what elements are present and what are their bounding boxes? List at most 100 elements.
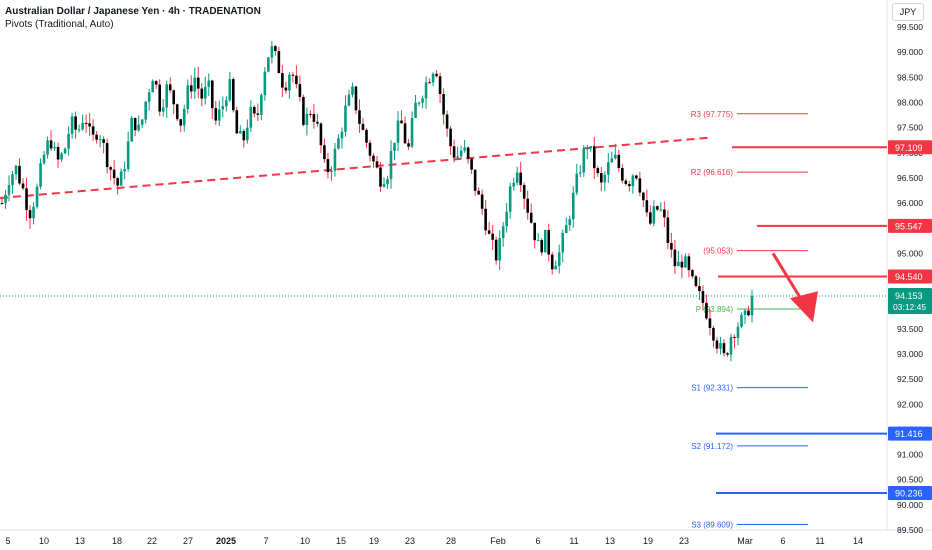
candle-body bbox=[274, 46, 277, 52]
candle-body bbox=[270, 46, 274, 58]
candle-body bbox=[736, 326, 740, 339]
candle-body bbox=[536, 240, 540, 242]
candle-body bbox=[56, 146, 60, 160]
symbol-title[interactable]: Australian Dollar / Japanese Yen · 4h · … bbox=[5, 6, 261, 17]
candle-body bbox=[333, 148, 337, 171]
price-tag bbox=[888, 485, 932, 500]
candle-body bbox=[232, 79, 235, 111]
candle-body bbox=[677, 261, 680, 267]
time-axis[interactable]: 5 10 13 18 22 27 2025 7 10 15 19 23 28 Feb 6 11 13 19 23 Ma… bbox=[5, 536, 863, 546]
candle-body bbox=[473, 169, 477, 191]
candle-body bbox=[435, 73, 438, 77]
candle-body bbox=[11, 174, 14, 186]
candle-body bbox=[449, 128, 452, 147]
candle-body bbox=[557, 252, 561, 266]
candle-body bbox=[589, 146, 593, 149]
x-tick-label: 27 bbox=[183, 536, 193, 546]
candle-body bbox=[491, 233, 494, 240]
candle-body bbox=[351, 86, 354, 95]
candle-body bbox=[747, 310, 750, 316]
candle-body bbox=[210, 80, 214, 109]
x-tick-label: 18 bbox=[112, 536, 122, 546]
price-tag bbox=[888, 218, 932, 233]
candle-body bbox=[628, 184, 631, 187]
candle-body bbox=[196, 77, 200, 89]
last-price-tag bbox=[888, 287, 932, 314]
x-tick-label: 13 bbox=[75, 536, 85, 546]
candle-body bbox=[228, 79, 232, 101]
pivot-label: S3 (89.609) bbox=[691, 521, 733, 530]
candle-body bbox=[424, 82, 428, 99]
candle-body bbox=[326, 159, 330, 173]
candle-body bbox=[35, 186, 39, 207]
candle-body bbox=[25, 188, 28, 211]
x-tick-label: 19 bbox=[369, 536, 379, 546]
candle-body bbox=[515, 172, 519, 183]
candle-body bbox=[389, 150, 393, 180]
arrow-head bbox=[790, 291, 818, 323]
candle-body bbox=[316, 121, 319, 124]
candle-body bbox=[147, 92, 151, 102]
candle-body bbox=[614, 154, 617, 159]
candle-body bbox=[459, 150, 463, 157]
candle-body bbox=[137, 124, 140, 131]
currency-button[interactable]: JPY bbox=[892, 3, 924, 21]
candle-body bbox=[396, 120, 400, 143]
price-tag-label: 90.236 bbox=[895, 488, 923, 498]
level-lines bbox=[0, 146, 887, 494]
pivot-label: P (93.894) bbox=[696, 305, 734, 314]
indicator-label[interactable]: Pivots (Traditional, Auto) bbox=[5, 19, 114, 30]
candle-body bbox=[694, 276, 698, 287]
pivot-label: (95.053) bbox=[703, 247, 733, 256]
price-tags: 97.109 95.547 94.540 91.416 90.236 94.15303:1… bbox=[888, 140, 932, 500]
x-tick-label: 7 bbox=[263, 536, 268, 546]
pivot-lines: R3 (97.775) R2 (96.616) (95.053) P (93.894)… bbox=[691, 110, 808, 530]
candle-body bbox=[438, 76, 442, 95]
candle-body bbox=[501, 226, 505, 239]
candle-body bbox=[498, 238, 501, 261]
candle-body bbox=[652, 206, 656, 224]
candle-body bbox=[550, 254, 554, 270]
candle-body bbox=[116, 178, 119, 186]
candle-body bbox=[235, 110, 239, 134]
candle-body bbox=[151, 81, 155, 93]
candle-body bbox=[358, 110, 361, 124]
candle-body bbox=[14, 165, 18, 175]
candle-body bbox=[102, 139, 105, 143]
candle-body bbox=[463, 147, 466, 151]
candle-body bbox=[130, 117, 133, 142]
candle-body bbox=[239, 130, 242, 134]
price-tag bbox=[888, 426, 932, 441]
candle-body bbox=[585, 148, 589, 150]
candle-body bbox=[175, 104, 179, 120]
candle-body bbox=[659, 209, 663, 211]
price-tag-label: 91.416 bbox=[895, 429, 923, 439]
x-tick-label: 2025 bbox=[216, 536, 236, 546]
x-tick-label: 13 bbox=[605, 536, 615, 546]
candle-body bbox=[610, 158, 614, 163]
candle-body bbox=[393, 142, 396, 151]
candle-body bbox=[705, 302, 708, 319]
candle-body bbox=[267, 57, 270, 72]
countdown-label: 03:12:45 bbox=[893, 302, 926, 312]
candle-body bbox=[182, 108, 186, 126]
candle-body bbox=[112, 169, 116, 179]
candle-body bbox=[417, 102, 421, 104]
candle-body bbox=[708, 318, 712, 328]
candle-body bbox=[575, 173, 579, 193]
candle-body bbox=[133, 117, 137, 131]
candle-body bbox=[526, 198, 530, 213]
y-tick-label: 99.000 bbox=[897, 47, 923, 57]
candle-body bbox=[477, 190, 480, 195]
pivot-label: S1 (92.331) bbox=[691, 384, 733, 393]
candle-body bbox=[684, 256, 687, 268]
x-tick-label: 22 bbox=[147, 536, 157, 546]
candle-body bbox=[687, 256, 691, 271]
candle-body bbox=[480, 194, 484, 209]
candle-body bbox=[189, 85, 193, 92]
candle-body bbox=[698, 286, 701, 292]
candle-body bbox=[46, 140, 49, 155]
candle-body bbox=[484, 208, 487, 231]
candle-body bbox=[53, 146, 56, 149]
